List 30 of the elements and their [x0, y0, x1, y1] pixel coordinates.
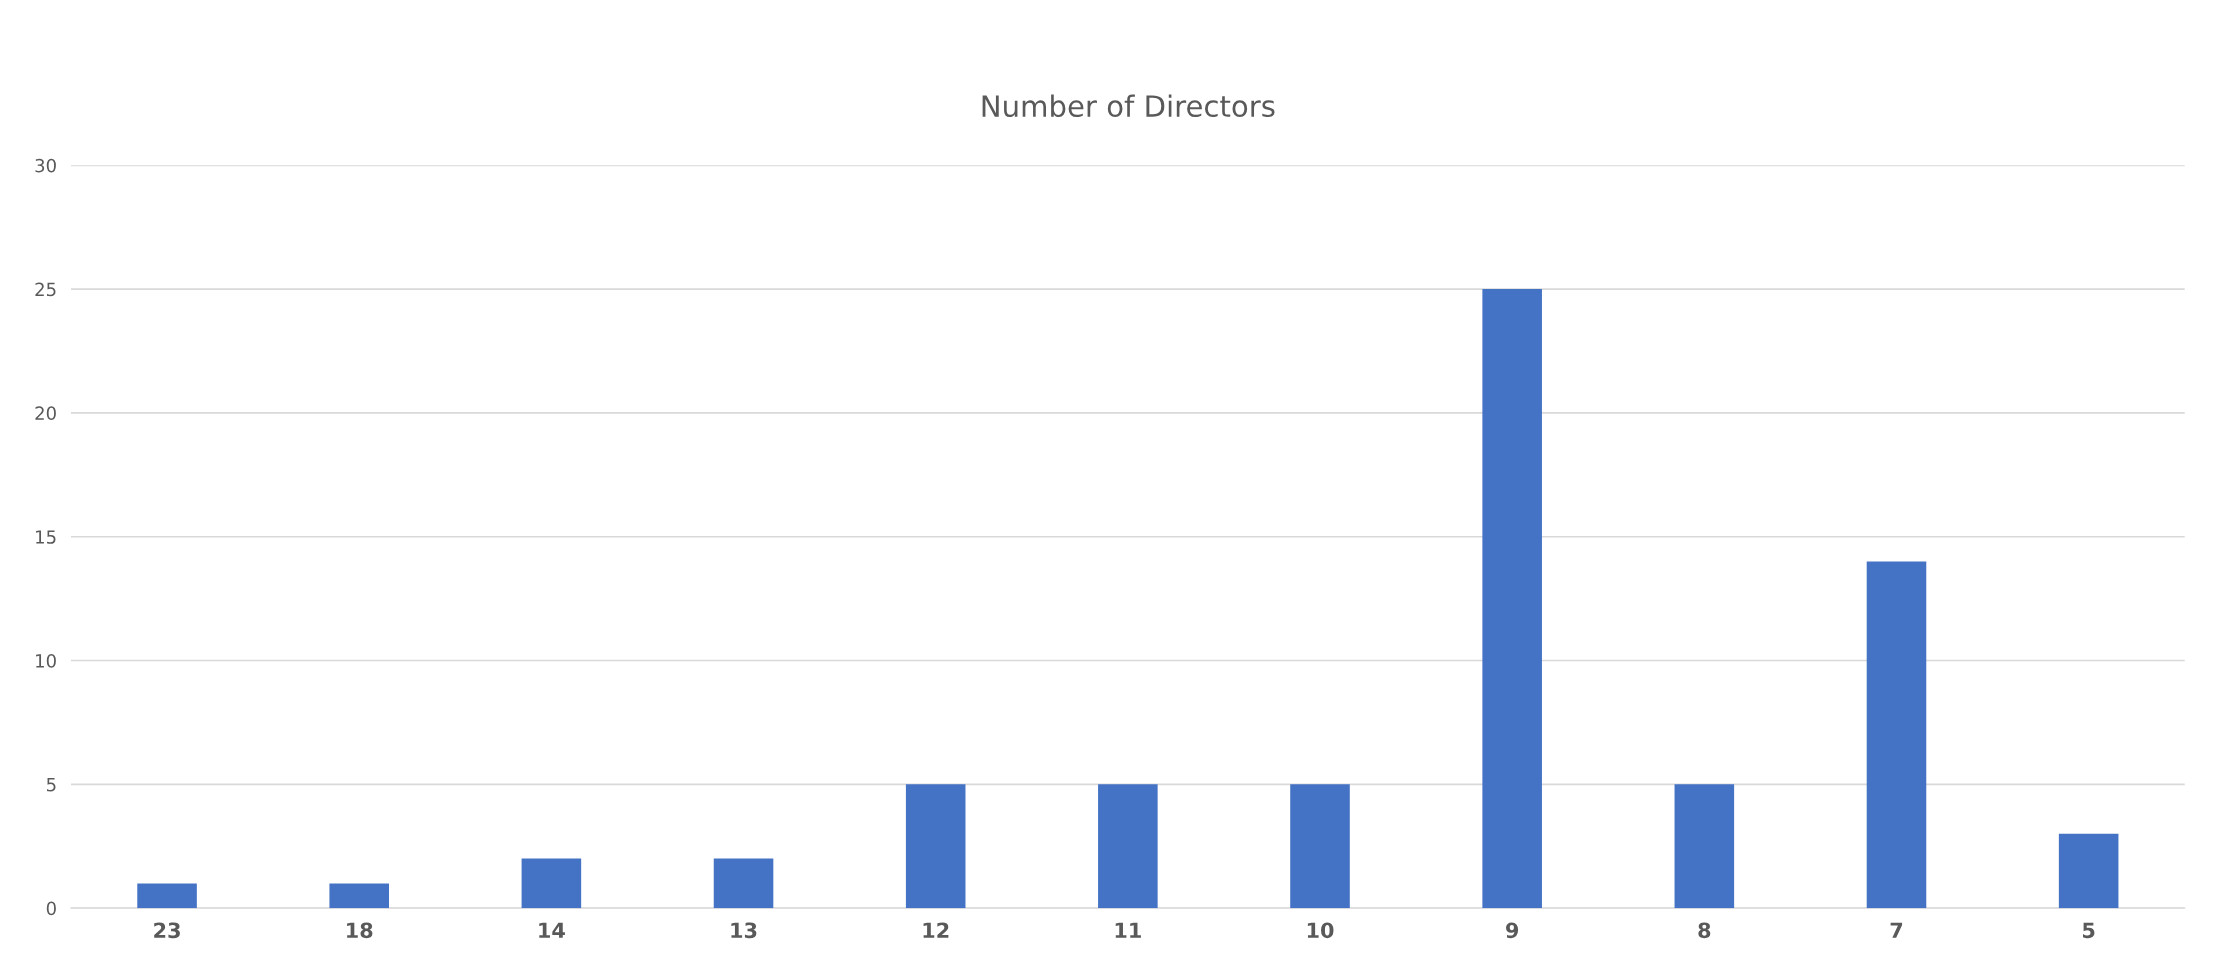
bar — [1290, 784, 1350, 909]
bar — [1482, 289, 1542, 909]
x-tick-label: 5 — [2083, 922, 2095, 939]
y-tick-label: 25 — [35, 282, 56, 297]
y-tick-label: 30 — [35, 158, 56, 173]
bar — [1098, 784, 1158, 909]
x-tick-label: 9 — [1506, 922, 1519, 939]
x-tick-label: 8 — [1698, 922, 1711, 939]
x-tick-label: 18 — [347, 922, 373, 939]
y-tick-label: 0 — [46, 901, 56, 916]
bar — [905, 784, 966, 909]
x-tick-label: 10 — [1307, 922, 1334, 939]
x-tick-label: 23 — [154, 922, 180, 939]
y-tick-label: 5 — [46, 778, 56, 792]
y-tick-label: 10 — [36, 653, 56, 668]
bar — [1674, 784, 1735, 909]
chart-title: Number of Directors — [982, 94, 1275, 118]
bar — [521, 858, 582, 909]
x-tick-label: 14 — [539, 922, 565, 938]
x-tick-label: 12 — [923, 922, 949, 938]
bar — [1866, 561, 1927, 909]
x-tick-label: 13 — [731, 922, 757, 939]
x-tick-label: 7 — [1890, 922, 1903, 938]
y-tick-label: 15 — [36, 530, 56, 544]
y-tick-label: 20 — [35, 406, 56, 421]
bar — [2058, 833, 2119, 909]
bar — [713, 858, 774, 909]
bar — [329, 883, 389, 909]
bar — [137, 883, 197, 909]
x-tick-label: 11 — [1115, 922, 1141, 938]
